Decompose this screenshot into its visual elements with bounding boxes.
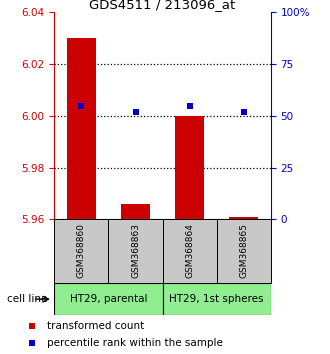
Bar xyxy=(54,283,162,315)
Text: transformed count: transformed count xyxy=(47,321,144,331)
Text: GSM368864: GSM368864 xyxy=(185,223,194,278)
Text: cell line: cell line xyxy=(7,294,47,304)
Text: GSM368865: GSM368865 xyxy=(239,223,248,278)
Bar xyxy=(162,283,271,315)
Bar xyxy=(216,219,271,283)
Bar xyxy=(121,204,150,219)
Text: GSM368863: GSM368863 xyxy=(131,223,140,278)
Bar xyxy=(162,219,216,283)
Text: percentile rank within the sample: percentile rank within the sample xyxy=(47,338,223,348)
Bar xyxy=(67,38,96,219)
Text: GSM368860: GSM368860 xyxy=(77,223,86,278)
Bar xyxy=(54,219,109,283)
Bar xyxy=(109,219,162,283)
Bar xyxy=(175,116,204,219)
Text: HT29, parental: HT29, parental xyxy=(70,294,147,304)
Text: HT29, 1st spheres: HT29, 1st spheres xyxy=(169,294,264,304)
Title: GDS4511 / 213096_at: GDS4511 / 213096_at xyxy=(89,0,236,11)
Bar xyxy=(229,217,258,219)
